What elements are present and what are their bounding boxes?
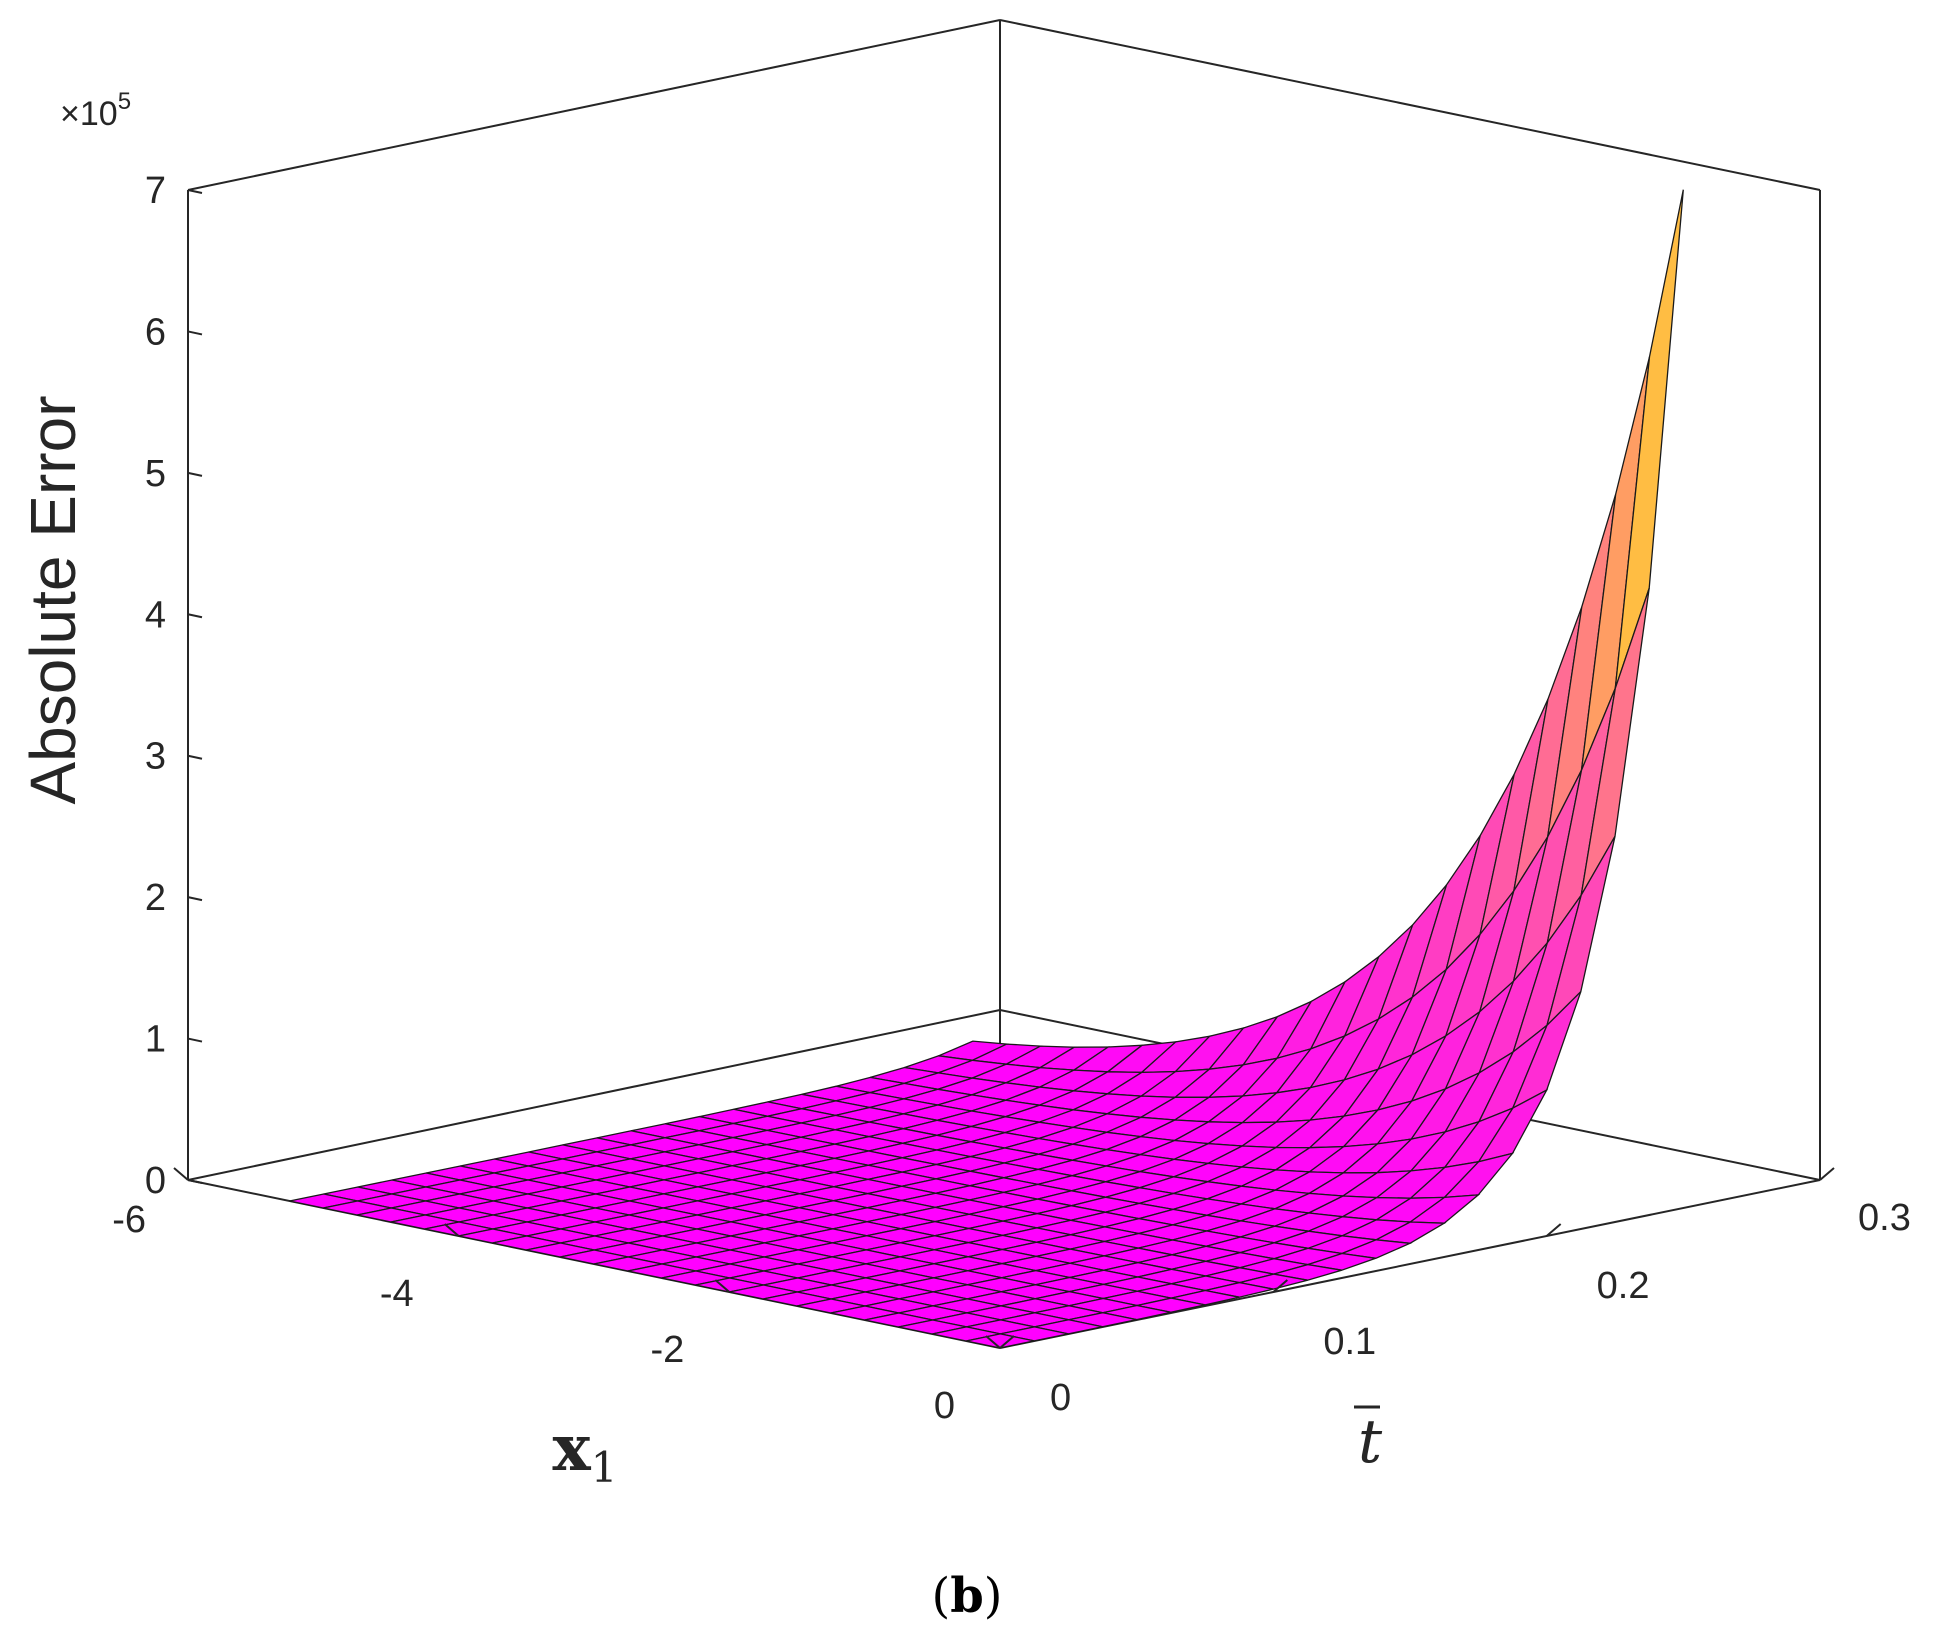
z-tick-label: 6 <box>145 311 166 353</box>
x-tick-label: -2 <box>651 1329 685 1371</box>
surface-patch <box>1614 189 1684 689</box>
z-tick-label: 5 <box>145 453 166 495</box>
z-tick <box>187 471 203 477</box>
axis-tick-labels: 0 1 2 3 4 5 6 7 -6 -4 -2 0 0 0.1 0.2 0.3 <box>112 170 1911 1427</box>
x-tick <box>444 1223 460 1237</box>
z-tick <box>187 189 203 194</box>
x-tick-label: -4 <box>380 1273 414 1315</box>
back-top-left-edge <box>187 19 1001 191</box>
axis-ticks <box>173 189 1835 1349</box>
x-tick <box>714 1279 730 1293</box>
t-axis-title-text: t <box>1358 1407 1383 1477</box>
z-tick-label: 1 <box>145 1019 166 1061</box>
t-tick-label: 0.2 <box>1597 1265 1650 1307</box>
floor-back-left-edge <box>187 1009 1001 1181</box>
t-tick-label: 0.3 <box>1858 1197 1911 1239</box>
z-axis-title: Absolute Error <box>17 395 89 804</box>
x-tick <box>985 1335 1001 1349</box>
t-tick-label: 0 <box>1050 1377 1071 1419</box>
z-tick <box>187 754 203 760</box>
z-tick-label: 7 <box>145 170 166 212</box>
t-tick <box>1272 1279 1288 1293</box>
surface-patch <box>966 1333 1035 1349</box>
t-tick <box>1819 1167 1835 1181</box>
surface-mesh <box>289 189 1684 1349</box>
x-axis-title: x1 <box>553 1411 618 1492</box>
z-tick <box>187 896 203 902</box>
figure-caption: (b) <box>931 1568 1002 1624</box>
back-top-right-edge <box>999 19 1821 191</box>
z-tick <box>187 1037 203 1043</box>
x-tick-label: -6 <box>112 1199 146 1241</box>
z-tick-label: 3 <box>145 736 166 778</box>
z-tick <box>187 1179 203 1184</box>
t-tick <box>1546 1223 1562 1237</box>
z-tick <box>187 330 203 336</box>
z-tick <box>187 613 203 619</box>
t-tick-label: 0.1 <box>1323 1321 1376 1363</box>
x-tick-label: 0 <box>934 1385 955 1427</box>
z-tick-label: 2 <box>145 877 166 919</box>
z-exponent-label: ×105 <box>60 88 131 133</box>
z-tick-label: 4 <box>145 594 166 636</box>
t-tick <box>999 1335 1015 1349</box>
t-axis-title: t <box>1354 1405 1383 1477</box>
z-tick-label: 0 <box>145 1160 166 1202</box>
x-tick <box>173 1167 189 1181</box>
